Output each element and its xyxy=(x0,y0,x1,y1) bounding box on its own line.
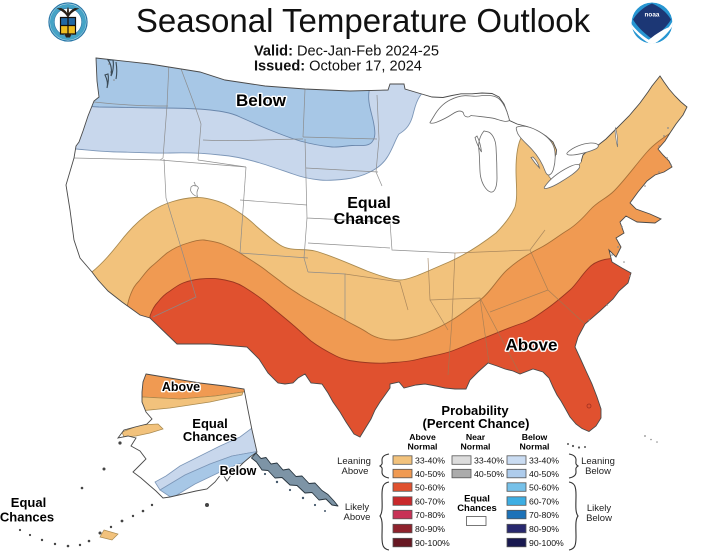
svg-text:noaa: noaa xyxy=(645,12,660,19)
svg-text:50-60%: 50-60% xyxy=(415,483,445,493)
svg-text:Leaning: Leaning xyxy=(581,456,615,467)
svg-text:Equal: Equal xyxy=(464,494,490,505)
svg-text:Leaning: Leaning xyxy=(337,456,371,467)
svg-text:Below: Below xyxy=(220,464,257,478)
svg-text:(Percent Chance): (Percent Chance) xyxy=(423,416,530,431)
svg-text:Chances: Chances xyxy=(183,429,237,444)
svg-text:Probability: Probability xyxy=(441,403,509,418)
svg-text:70-80%: 70-80% xyxy=(415,510,445,520)
svg-text:80-90%: 80-90% xyxy=(529,524,559,534)
svg-text:Below: Below xyxy=(236,91,287,110)
svg-text:Likely: Likely xyxy=(345,502,370,513)
svg-text:Seasonal Temperature Outlook: Seasonal Temperature Outlook xyxy=(136,2,591,39)
svg-text:Above: Above xyxy=(342,466,369,477)
svg-text:50-60%: 50-60% xyxy=(529,483,559,493)
svg-text:Below: Below xyxy=(585,466,611,477)
svg-text:Above: Above xyxy=(506,336,558,355)
svg-text:40-50%: 40-50% xyxy=(415,469,445,479)
svg-text:Below: Below xyxy=(522,432,548,442)
svg-text:Chances: Chances xyxy=(0,510,54,525)
svg-text:Normal: Normal xyxy=(408,442,438,452)
svg-text:90-100%: 90-100% xyxy=(529,538,564,548)
svg-text:Above: Above xyxy=(409,432,436,442)
svg-text:33-40%: 33-40% xyxy=(415,456,445,466)
svg-text:Valid: Dec-Jan-Feb 2024-25: Valid: Dec-Jan-Feb 2024-25 xyxy=(254,44,439,60)
svg-text:Below: Below xyxy=(586,513,612,524)
svg-text:Equal: Equal xyxy=(347,195,391,212)
svg-text:Above: Above xyxy=(162,380,200,394)
svg-text:Above: Above xyxy=(344,512,371,523)
svg-text:Issued: October 17, 2024: Issued: October 17, 2024 xyxy=(254,59,422,75)
svg-text:Equal: Equal xyxy=(11,495,46,510)
svg-text:60-70%: 60-70% xyxy=(415,497,445,507)
svg-text:90-100%: 90-100% xyxy=(415,538,450,548)
svg-text:Normal: Normal xyxy=(520,442,550,452)
svg-text:33-40%: 33-40% xyxy=(474,456,504,466)
svg-text:60-70%: 60-70% xyxy=(529,497,559,507)
svg-text:Normal: Normal xyxy=(461,442,491,452)
svg-text:40-50%: 40-50% xyxy=(529,469,559,479)
svg-text:40-50%: 40-50% xyxy=(474,469,504,479)
svg-text:Chances: Chances xyxy=(457,503,497,514)
svg-text:Chances: Chances xyxy=(334,211,401,228)
svg-text:Equal: Equal xyxy=(192,416,227,431)
svg-text:80-90%: 80-90% xyxy=(415,524,445,534)
svg-text:Near: Near xyxy=(466,432,486,442)
svg-text:70-80%: 70-80% xyxy=(529,510,559,520)
svg-text:33-40%: 33-40% xyxy=(529,456,559,466)
svg-text:Likely: Likely xyxy=(587,503,612,514)
